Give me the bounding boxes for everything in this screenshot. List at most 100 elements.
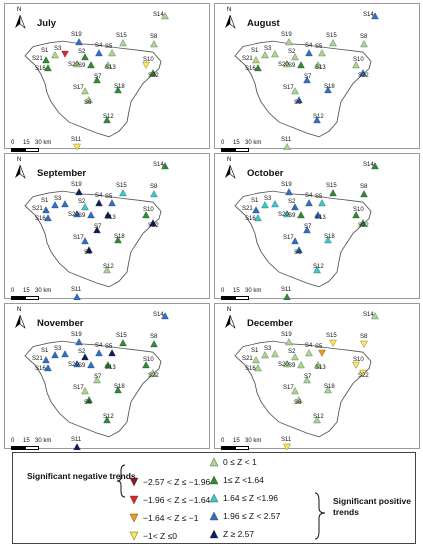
north-arrow-icon: N — [13, 157, 27, 180]
station-label-s19: S19 — [71, 332, 82, 338]
station-label-s11: S11 — [71, 437, 82, 443]
station-label-s2: S2 — [288, 199, 296, 205]
station-marker-s1 — [261, 51, 269, 59]
station-marker-s12 — [313, 266, 321, 274]
station-marker-s2 — [81, 53, 89, 61]
station-label-s1: S1 — [251, 198, 259, 204]
station-label-s6: S6 — [294, 100, 302, 106]
station-label-s15: S15 — [326, 333, 337, 339]
station-marker-s16 — [254, 64, 262, 72]
station-marker-s14 — [371, 162, 379, 170]
legend-label-negative-0: −2.57 < Z ≤ −1.96 — [143, 477, 211, 487]
station-marker-s19 — [75, 38, 83, 46]
station-label-s11: S11 — [281, 287, 292, 293]
station-label-s4: S4 — [95, 343, 103, 349]
station-marker-s19 — [75, 188, 83, 196]
station-label-s21: S21 — [32, 56, 43, 62]
station-marker-s5 — [318, 49, 326, 57]
station-label-s9: S9 — [78, 213, 86, 219]
scale-mid: 15 — [23, 288, 30, 294]
station-marker-s13 — [314, 61, 322, 69]
station-marker-s4 — [95, 349, 103, 357]
coastline-outline — [234, 40, 372, 138]
station-marker-s9 — [87, 61, 95, 69]
station-label-s20: S20 — [278, 212, 289, 218]
station-label-s1: S1 — [41, 198, 49, 204]
legend: Significant negative trends Significant … — [12, 452, 416, 544]
station-label-s21: S21 — [242, 206, 253, 212]
station-marker-s12 — [103, 266, 111, 274]
station-marker-s21 — [42, 356, 50, 364]
station-marker-s3 — [271, 350, 279, 358]
station-marker-s22 — [149, 69, 157, 77]
station-label-s10: S10 — [143, 207, 154, 213]
station-label-s15: S15 — [326, 183, 337, 189]
station-label-s14: S14 — [363, 312, 374, 318]
station-label-s10: S10 — [353, 357, 364, 363]
station-marker-s7 — [303, 376, 311, 384]
station-label-s18: S18 — [324, 84, 335, 90]
station-label-s16: S16 — [35, 216, 46, 222]
station-label-s7: S7 — [304, 224, 312, 230]
station-label-s2: S2 — [288, 49, 296, 55]
station-marker-s10 — [142, 61, 150, 69]
coastline-outline — [24, 190, 162, 288]
station-label-s1: S1 — [41, 48, 49, 54]
station-label-s20: S20 — [68, 362, 79, 368]
station-marker-s19 — [285, 338, 293, 346]
region-map: S1 S2 S3 S4 S5 S6 S7 S8 S9 S10 S11 S12 S13 S14 S15 S16 S… — [234, 12, 379, 150]
region-map: S1 S2 S3 S4 S5 S6 S7 S8 S9 S10 S11 S12 S13 S14 S15 S16 S… — [24, 162, 169, 300]
scale-zero: 0 — [11, 438, 15, 444]
station-marker-s15 — [329, 39, 337, 47]
panel-title: September — [37, 168, 87, 179]
station-label-s1: S1 — [251, 48, 259, 54]
station-label-s10: S10 — [143, 357, 154, 363]
station-marker-s13 — [104, 361, 112, 369]
legend-label-positive-0: 0 ≤ Z < 1 — [223, 457, 257, 467]
legend-label-positive-4: Z ≥ 2.57 — [223, 529, 255, 539]
station-marker-s22 — [359, 69, 367, 77]
station-label-s19: S19 — [281, 182, 292, 188]
region-map: S1 S2 S3 S4 S5 S6 S7 S8 S9 S10 S11 S12 S13 S14 S15 S16 S… — [234, 312, 379, 450]
station-label-s2: S2 — [78, 349, 86, 355]
north-label: N — [227, 157, 232, 163]
station-label-s19: S19 — [71, 32, 82, 38]
station-marker-s8 — [360, 40, 368, 48]
station-marker-s16 — [254, 214, 262, 222]
station-marker-s8 — [150, 190, 158, 198]
station-marker-s16 — [254, 364, 262, 372]
station-label-s4: S4 — [305, 43, 313, 49]
station-marker-s21 — [252, 206, 260, 214]
scale-end: 30 km — [245, 140, 262, 146]
map-panel-october: S1 S2 S3 S4 S5 S6 S7 S8 S9 S10 S11 S12 S13 S14 S15 S16 S… — [214, 153, 420, 300]
station-marker-s1 — [261, 351, 269, 359]
station-label-s12: S12 — [103, 114, 114, 120]
station-marker-s15 — [329, 189, 337, 197]
north-label: N — [17, 307, 22, 313]
station-label-s7: S7 — [304, 374, 312, 380]
station-label-s18: S18 — [324, 384, 335, 390]
station-label-s14: S14 — [153, 312, 164, 318]
station-marker-s11 — [73, 293, 81, 300]
station-marker-s11 — [73, 443, 81, 450]
station-marker-s9 — [87, 361, 95, 369]
station-marker-s8 — [360, 340, 368, 348]
station-marker-s12 — [313, 416, 321, 424]
station-label-s22: S22 — [358, 73, 369, 79]
station-label-s16: S16 — [35, 66, 46, 72]
station-marker-s10 — [352, 61, 360, 69]
legend-label-positive-1: 1≤ Z <1.64 — [223, 475, 264, 485]
station-marker-s11 — [283, 293, 291, 300]
station-marker-s8 — [150, 40, 158, 48]
station-marker-s20 — [73, 360, 81, 368]
legend-symbol-negative-1 — [129, 495, 139, 505]
station-marker-s17 — [291, 87, 299, 95]
station-label-s21: S21 — [242, 356, 253, 362]
station-label-s19: S19 — [281, 332, 292, 338]
station-marker-s3 — [271, 50, 279, 58]
station-label-s17: S17 — [283, 85, 294, 91]
station-label-s19: S19 — [281, 32, 292, 38]
station-label-s1: S1 — [41, 348, 49, 354]
legend-label-positive-3: 1.96 ≤ Z < 2.57 — [223, 511, 281, 521]
legend-label-negative-1: −1.96 < Z ≤ −1.64 — [143, 495, 211, 505]
